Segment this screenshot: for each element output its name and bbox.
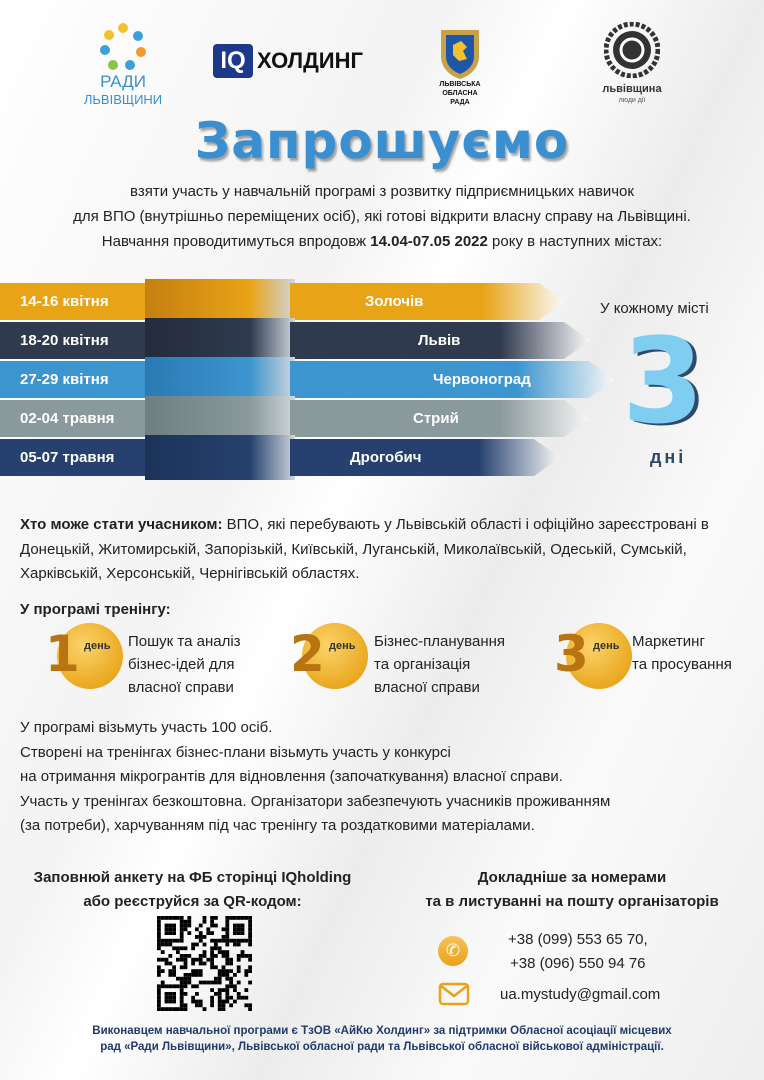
schedule-dates: 05-07 травня: [0, 439, 150, 476]
radi-logo-line1: РАДИ: [100, 72, 146, 91]
day-label: день: [329, 640, 356, 652]
intro-line-3-post: року в наступних містах:: [487, 233, 663, 250]
detail-line: Участь у тренінгах безкоштовна. Організа…: [20, 792, 611, 810]
program-details: У програмі візьмуть участь 100 осіб. Ство…: [20, 716, 610, 839]
lvivshchyna-logo: львівщина люди дії: [582, 22, 682, 105]
register-line-1: Заповнюй анкету на ФБ сторінці IQholding: [33, 869, 352, 886]
schedule-3d-block: [145, 435, 295, 480]
schedule-dates: 18-20 квітня: [0, 322, 150, 359]
intro-dates: 14.04-07.05 2022: [370, 233, 488, 250]
phone-icon: ✆: [438, 936, 468, 966]
rada-line1: ЛЬВІВСЬКА: [439, 81, 481, 88]
day-text-line: Бізнес-планування: [374, 633, 506, 650]
detail-line: на отримання мікрогрантів для відновленн…: [20, 768, 563, 785]
lvivshchyna-tagline: люди дії: [618, 97, 646, 104]
iq-box: IQ: [213, 44, 253, 78]
day-text-line: бізнес-ідей для: [128, 656, 235, 673]
schedule-city-arrow: Золочів: [290, 283, 565, 320]
day-topic: Пошук та аналіз бізнес-ідей для власної сп…: [128, 630, 241, 699]
day-circle: [57, 623, 123, 689]
day-topic: Бізнес-планування та організація власної с…: [374, 630, 505, 699]
day-number: 1: [45, 625, 80, 683]
rada-line2: ОБЛАСНА: [442, 90, 478, 97]
schedule-city: Львів: [418, 332, 461, 349]
schedule-city-arrow: Стрий: [290, 400, 590, 437]
day-number: 3: [554, 625, 589, 683]
radi-lvivshchyny-logo: РАДИ ЛЬВІВЩИНИ: [68, 22, 178, 107]
schedule-3d-block: [145, 357, 295, 402]
lvivshchyna-name: львівщина: [602, 83, 662, 95]
eligibility-body: ВПО, які перебувають у Львівській област…: [20, 516, 709, 582]
schedule-dates: 02-04 травня: [0, 400, 150, 437]
days-number: 3: [622, 312, 705, 450]
email-link[interactable]: ua.mystudy@gmail.com: [500, 986, 661, 1003]
schedule-3d-block: [145, 279, 295, 324]
eligibility-heading: Хто може стати учасником:: [20, 516, 223, 533]
days-unit: дні: [650, 447, 687, 467]
each-city-label: У кожному місті: [600, 300, 709, 317]
day-topic: Маркетинг та просування: [632, 630, 732, 676]
register-line-2: або реєструйся за QR-кодом:: [83, 893, 302, 910]
gear-emblem-icon: [604, 22, 660, 78]
program-heading: У програмі тренінгу:: [20, 601, 171, 618]
phone-1[interactable]: +38 (099) 553 65 70,: [508, 931, 648, 948]
day-text-line: власної справи: [128, 679, 234, 696]
rada-line3: РАДА: [450, 99, 470, 106]
day-text-line: Пошук та аналіз: [128, 633, 241, 650]
contacts-line-2: та в листуванні на пошту організаторів: [425, 893, 719, 910]
eligibility-text: Хто може стати учасником: ВПО, які переб…: [20, 513, 760, 587]
schedule-city: Дрогобич: [350, 449, 422, 466]
schedule-city-arrow: Дрогобич: [290, 439, 560, 476]
schedule-3d-block: [145, 318, 295, 363]
schedule-city-arrow: Червоноград: [290, 361, 615, 398]
contacts-line-1: Докладніше за номерами: [477, 869, 667, 886]
iq-text: ХОЛДИНГ: [257, 48, 363, 73]
day-text-line: Маркетинг: [632, 633, 705, 650]
schedule-city: Золочів: [365, 293, 424, 310]
mail-icon: [438, 982, 470, 1006]
day-text-line: та організація: [374, 656, 471, 673]
day-circle: [302, 623, 368, 689]
page-title: Запрошуємо: [194, 112, 570, 170]
schedule-dates: 27-29 квітня: [0, 361, 150, 398]
day-circle: [566, 623, 632, 689]
intro-line-3: Навчання проводитимуться впродовж 14.04-…: [0, 232, 764, 252]
schedule-city: Червоноград: [433, 371, 531, 388]
radi-logo-line2: ЛЬВІВЩИНИ: [83, 92, 163, 107]
detail-line: Створені на тренінгах бізнес-плани візьм…: [20, 743, 451, 761]
day-text-line: та просування: [632, 656, 732, 673]
lviv-oblast-rada-logo: ЛЬВІВСЬКА ОБЛАСНА РАДА: [420, 25, 500, 107]
schedule-city-arrow: Львів: [290, 322, 590, 359]
coat-of-arms-icon: [441, 30, 479, 79]
detail-line: (за потреби), харчуванням під час тренін…: [20, 817, 535, 834]
intro-line-1: взяти участь у навчальній програмі з роз…: [130, 183, 634, 200]
schedule-dates: 14-16 квітня: [0, 283, 150, 320]
schedule-3d-block: [145, 396, 295, 441]
day-text-line: власної справи: [374, 679, 480, 696]
day-number: 2: [290, 625, 325, 683]
phone-2[interactable]: +38 (096) 550 94 76: [510, 955, 646, 972]
qr-code[interactable]: [157, 916, 252, 1011]
day-label: день: [593, 640, 620, 652]
people-circle-icon: [100, 23, 146, 70]
footer-line-2: рад «Ради Львівщини», Львівської обласно…: [100, 1041, 664, 1053]
detail-line: У програмі візьмуть участь 100 осіб.: [20, 719, 273, 736]
day-label: день: [84, 640, 111, 652]
footer-line-1: Виконавцем навчальної програми є ТзОВ «А…: [92, 1025, 672, 1037]
intro-line-2: для ВПО (внутрішньо переміщених осіб), я…: [73, 208, 691, 225]
schedule-city: Стрий: [413, 410, 459, 427]
intro-line-3-pre: Навчання проводитимуться впродовж: [101, 233, 371, 250]
